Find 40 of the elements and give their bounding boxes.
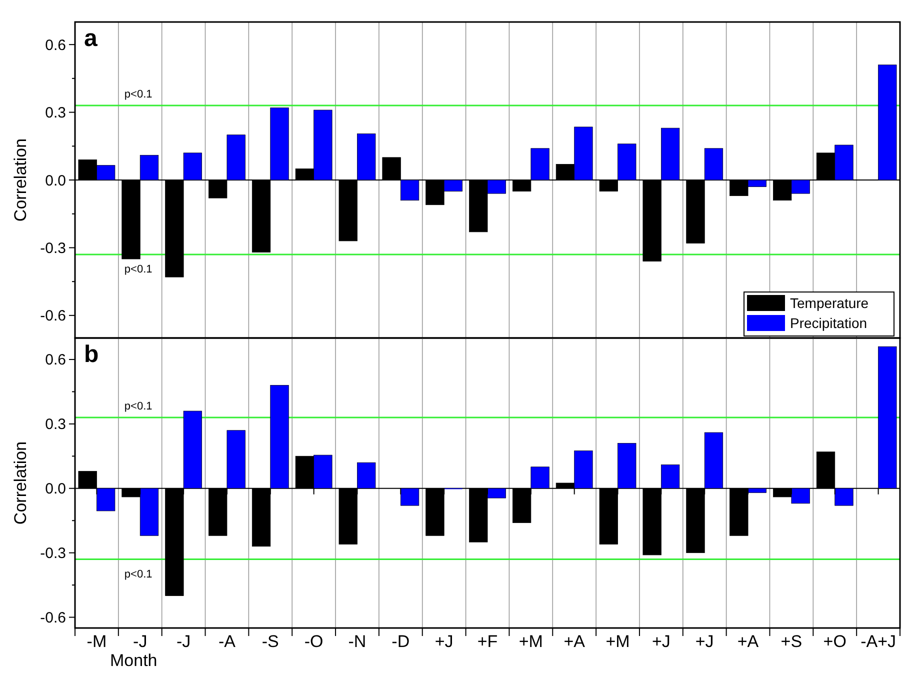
ref-line-label: p<0.1 [124,263,152,276]
x-tick-label: -D [392,632,410,651]
x-tick-label: +A [737,632,760,651]
x-tick-label: +M [518,632,543,651]
y-axis-title: Correlation [11,138,30,222]
y-tick-label: 0.3 [45,416,66,434]
y-tick-label: 0.6 [45,352,66,369]
x-tick-label: -S [262,632,279,651]
y-tick-label: -0.6 [40,308,66,325]
x-tick-label: +A [564,632,586,651]
y-tick-label: 0.3 [45,104,66,122]
y-tick-label: -0.6 [40,610,66,627]
x-tick-label: -A+J [860,632,896,651]
x-tick-label: +S [780,632,802,651]
legend-label: Temperature [790,294,869,311]
x-tick-label: +O [823,632,846,651]
x-tick-label: +F [477,632,498,651]
x-tick-label: -J [133,632,148,651]
x-tick-label: +J [652,632,670,651]
y-axis-title: Correlation [11,441,30,525]
x-tick-label: +M [606,632,630,651]
x-tick-label: -M [86,632,107,651]
ref-line-label: p<0.1 [124,88,152,101]
x-tick-label: -O [304,632,324,651]
x-axis-title: Month [110,651,158,670]
ref-line-label: p<0.1 [124,568,152,580]
x-tick-label: +J [434,632,454,651]
ref-line-label: p<0.1 [124,400,152,412]
y-tick-label: -0.3 [40,545,66,562]
chart-title: a [84,25,98,52]
x-tick-label: -A [218,632,236,651]
y-tick-label: -0.3 [40,240,66,257]
y-tick-label: 0.0 [45,480,66,498]
x-tick-label: +J [695,632,714,651]
y-tick-label: 0.6 [45,36,66,54]
chart-title: b [84,341,99,368]
x-tick-label: -N [348,632,366,651]
legend-label: Precipitation [790,314,868,331]
x-tick-label: -J [176,632,191,651]
y-tick-label: 0.0 [45,172,66,190]
